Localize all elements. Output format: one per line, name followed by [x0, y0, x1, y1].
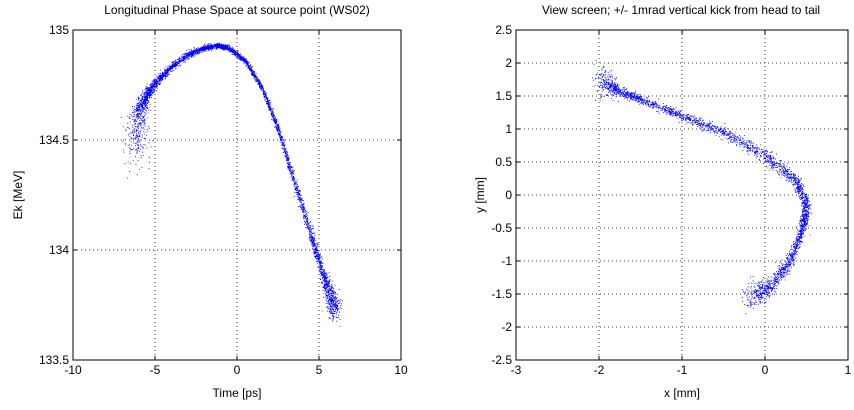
- x-tick-label: 5: [316, 363, 323, 377]
- plot-frame: [72, 29, 402, 361]
- y-tick-label: -2: [501, 320, 512, 334]
- y-axis-label: Ek [MeV]: [11, 171, 25, 220]
- x-tick-label: -3: [511, 363, 522, 377]
- x-tick-label: 10: [394, 363, 408, 377]
- y-tick-label: 1.5: [495, 89, 512, 103]
- y-tick-labels: 133.5 134 134.5 135: [39, 23, 69, 367]
- y-tick-label: 0: [505, 188, 512, 202]
- x-tick-label: 0: [234, 363, 241, 377]
- y-tick-label: 133.5: [39, 353, 69, 367]
- x-tick-label: 0: [762, 363, 769, 377]
- x-tick-labels: -10 -5 0 5 10: [64, 363, 408, 377]
- x-axis-label: Time [ps]: [213, 386, 262, 400]
- x-tick-label: 1: [845, 363, 852, 377]
- x-tick-label: -5: [150, 363, 161, 377]
- data-points: [592, 59, 813, 315]
- plot-title: Longitudinal Phase Space at source point…: [104, 3, 370, 17]
- y-tick-label: 2: [505, 56, 512, 70]
- view-screen-plot: View screen; +/- 1mrad vertical kick fro…: [473, 3, 852, 400]
- phase-space-plot: Longitudinal Phase Space at source point…: [11, 3, 408, 400]
- x-tick-labels: -3 -2 -1 0 1: [511, 363, 852, 377]
- plot-title: View screen; +/- 1mrad vertical kick fro…: [542, 3, 820, 17]
- x-tick-label: -1: [677, 363, 688, 377]
- y-tick-label: -0.5: [491, 221, 512, 235]
- gridlines: [73, 30, 401, 360]
- x-tick-label: -10: [64, 363, 82, 377]
- y-tick-label: -2.5: [491, 353, 512, 367]
- y-tick-label: 135: [49, 23, 69, 37]
- y-axis-label: y [mm]: [473, 177, 487, 213]
- y-tick-label: -1: [501, 254, 512, 268]
- axis-ticks: [72, 29, 402, 361]
- gridlines: [516, 30, 848, 360]
- y-tick-label: -1.5: [491, 287, 512, 301]
- y-tick-label: 2.5: [495, 23, 512, 37]
- x-tick-label: -2: [594, 363, 605, 377]
- y-tick-label: 134: [49, 243, 69, 257]
- y-tick-label: 0.5: [495, 155, 512, 169]
- axis-ticks: [515, 29, 849, 361]
- y-tick-labels: -2.5 -2 -1.5 -1 -0.5 0 0.5 1 1.5 2 2.5: [491, 23, 512, 367]
- x-axis-label: x [mm]: [664, 386, 700, 400]
- scatter-points: [592, 59, 813, 315]
- y-tick-label: 1: [505, 122, 512, 136]
- y-tick-label: 134.5: [39, 133, 69, 147]
